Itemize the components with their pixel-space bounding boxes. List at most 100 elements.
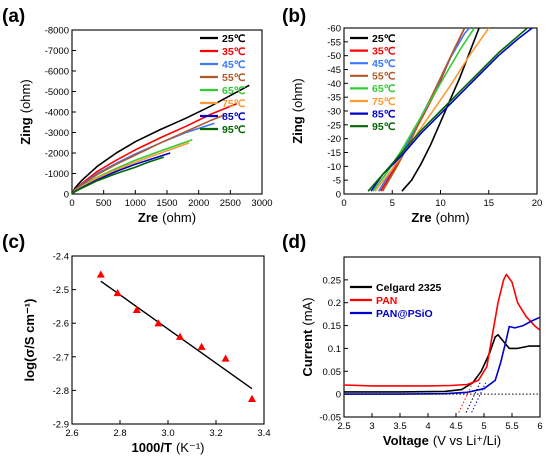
panel-a-legend-label: 35℃ [222,46,246,58]
panel-b-legend-label: 45℃ [372,58,396,70]
panel-d-onset-guide [465,382,481,413]
panel-b-xlabel: Zre (ohm) [411,210,469,225]
panel-d-ylabel-name: Current [300,329,315,377]
panel-c-data-point [221,354,230,362]
panel-c-xlabel: 1000/T (K⁻¹) [131,440,204,455]
panel-c-ytick-label: -2.5 [53,285,69,296]
panel-d: (d) 2.5 3 3.5 4 4.5 5 5.5 6 -0.05 0 0.05 0.1 0.15 0.2… [282,232,543,448]
panel-c-ytick-label: -2.4 [53,252,69,263]
panel-c-data-point [176,332,184,340]
panel-b-ytick-label: -10 [327,162,341,173]
panel-c-ylabel: log(σ/S cm⁻¹) [22,299,37,382]
panel-b-ylabel: Zing (ohm) [290,78,305,143]
panel-a-ytick-label: -5000 [45,87,69,98]
panel-d-ylabel: Current (mA) [300,297,315,376]
panel-b-ylabel-name: Zing [290,116,305,143]
panel-b-ytick-label: -20 [327,134,341,145]
panel-a-ytick-label: -8000 [45,26,69,37]
panel-d-xtick-label: 5 [481,421,486,432]
panel-d-ylabel-unit: (mA) [300,297,315,325]
panel-a-ytick-label: -1000 [45,169,69,180]
panel-d-onset-guide [471,382,487,413]
panel-b-ytick-label: -30 [327,107,341,118]
panel-b-ytick-label: -15 [327,148,341,159]
panel-d-xlabel: Voltage (V vs Li⁺/Li) [383,433,501,448]
panel-c-xtick-label: 2.6 [65,428,78,439]
panel-d-series-line [344,333,540,393]
panel-d-legend-label: PAN@PSiO [376,308,433,320]
panel-c-ytick-label: -2.7 [53,352,69,363]
panel-d-ytick-label: 0.1 [328,344,341,355]
panel-b-legend-label: 25℃ [372,33,396,45]
panel-a-legend-label: 55℃ [222,72,246,84]
panel-a-ytick-label: -3000 [45,128,69,139]
panel-a-xtick-label: 1000 [125,198,146,209]
panel-d-ytick-label: 0.05 [323,367,342,378]
panel-b-ytick-label: -5 [333,176,341,187]
panel-b-xtick-label: 10 [435,198,446,209]
panel-b-ytick-label: -60 [327,24,341,35]
panel-c-marks [96,270,256,402]
panel-a-xtick-label: 500 [96,198,112,209]
panel-c-xtick-label: 3.4 [257,428,270,439]
panel-b-legend-label: 75℃ [372,96,396,108]
panel-a-ytick-label: -6000 [45,67,69,78]
panel-b: (b) 0 5 10 15 200-5-10-15-20-25-30-35-40-45-… [282,6,542,225]
panel-b-legend-label: 55℃ [372,71,396,83]
panel-d-series-line [344,316,540,395]
panel-b-legend-label: 85℃ [372,108,396,120]
panel-d-legend-label: PAN [376,295,397,307]
panel-a-ytick-label: -7000 [45,46,69,57]
panel-b-legend-label: 65℃ [372,83,396,95]
panel-d-xtick-label: 3 [369,421,374,432]
panel-a-label: (a) [2,6,25,27]
panel-b-plot: 0 5 10 15 200-5-10-15-20-25-30-35-40-45-50-5… [290,24,542,226]
panel-b-ytick-label: 0 [336,190,341,201]
panel-a-legend-label: 85℃ [222,111,246,123]
panel-a-xtick-label: 2500 [220,198,241,209]
panel-c-data-point [113,288,122,297]
panel-c-ylabel-name: log(σ/S cm⁻¹) [22,299,37,382]
panel-a-legend-label: 75℃ [222,98,246,110]
panel-d-xtick-label: 3.5 [393,421,406,432]
panel-c-xtick-label: 3.0 [161,428,174,439]
panel-d-ytick-label: 0.2 [328,298,341,309]
panel-b-ytick-label: -45 [327,65,341,76]
panel-c-ytick-label: -2.8 [53,386,69,397]
panel-d-xtick-label: 4.5 [449,421,462,432]
panel-d-xlabel-unit: (V vs Li⁺/Li) [433,433,501,448]
panel-c-xlabel-unit: (K⁻¹) [176,440,205,455]
panel-b-series-line [367,28,528,192]
panel-a-legend-label: 45℃ [222,59,246,71]
panel-c-data-point [248,394,256,402]
panel-b-series-line [401,28,480,192]
panel-a-xtick-label: 2000 [188,198,209,209]
panel-a-xlabel-name: Zre [138,210,158,225]
panel-d-ytick-label: 0.15 [323,321,342,332]
panel-b-legend-label: 35℃ [372,45,396,57]
panel-d-series-line [344,273,540,387]
panel-d-xtick-label: 2.5 [337,421,350,432]
panel-a-series-line [72,156,165,194]
panel-b-series-line [374,28,490,192]
panel-a-ytick-label: -4000 [45,108,69,119]
panel-a-xlabel-unit: (ohm) [162,210,196,225]
panel-d-ytick-label: 0 [336,390,341,401]
panel-a-ytick-label: -2000 [45,149,69,160]
panel-d-marks [344,273,540,413]
panel-a-xtick-label: 3000 [251,198,272,209]
panel-a-legend-label: 65℃ [222,85,246,97]
panel-b-xlabel-unit: (ohm) [436,210,470,225]
panel-b-ytick-label: -40 [327,79,341,90]
panel-d-label: (d) [282,232,306,253]
panel-b-ytick-label: -55 [327,37,341,48]
panel-c-fit-line [100,280,253,390]
panel-b-series-line [370,28,533,192]
panel-d-xlabel-name: Voltage [383,433,429,448]
panel-d-xtick-label: 4 [425,421,430,432]
panel-a-ylabel: Zing (ohm) [18,79,33,144]
panel-a-xlabel: Zre (ohm) [138,210,196,225]
panel-b-xtick-label: 15 [483,198,494,209]
panel-c-xtick-label: 2.8 [113,428,126,439]
panel-d-ytick-label: -0.05 [319,413,341,424]
